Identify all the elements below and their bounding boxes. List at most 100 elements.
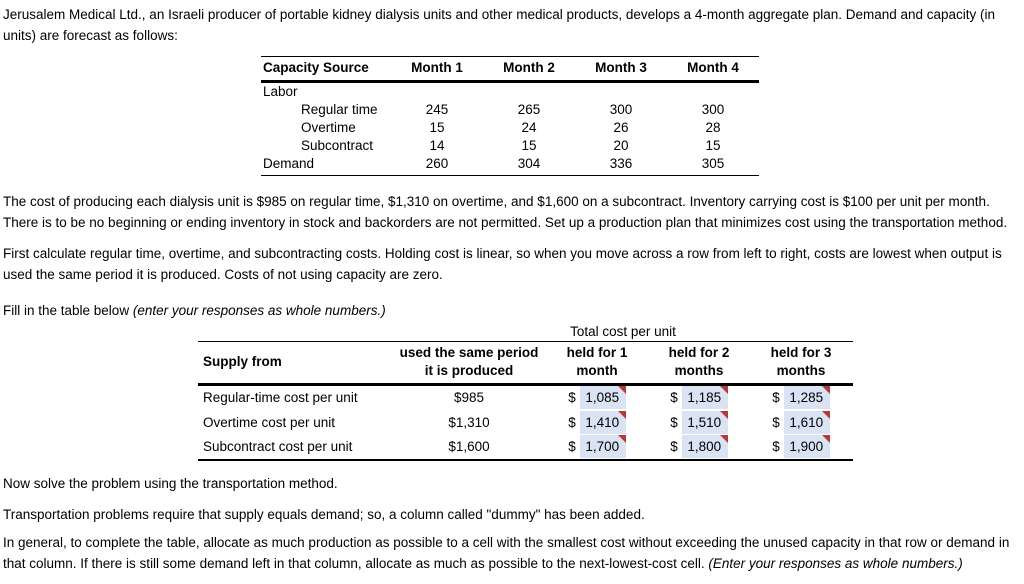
base-cost-value: $1,310	[448, 414, 490, 430]
cost-row-regular-time: Regular-time cost per unit $985 $1,085 $…	[198, 385, 853, 410]
row-label: Regular-time cost per unit	[203, 390, 358, 406]
cell-value: 26	[613, 120, 629, 135]
cell-value: 14	[429, 138, 445, 153]
correct-answer-flag-icon	[617, 410, 626, 419]
answer-value: 1,085	[585, 390, 620, 406]
fill-in-instruction: Fill in the table below (enter your resp…	[3, 300, 1018, 321]
answer-cell: $1,700	[545, 434, 649, 461]
column-header-supply-from: Supply from	[198, 341, 393, 386]
correct-answer-flag-icon	[617, 435, 626, 443]
cost-info-paragraph: The cost of producing each dialysis unit…	[3, 194, 1008, 230]
answer-value: 1,900	[789, 439, 824, 454]
in-general-paragraph: In general, to complete the table, alloc…	[3, 532, 1018, 574]
currency-symbol: $	[670, 390, 678, 406]
answer-input-subcontract-held2[interactable]: 1,800	[681, 435, 728, 458]
answer-input-regular-held1[interactable]: 1,085	[579, 386, 626, 410]
row-label: Subcontract cost per unit	[198, 434, 393, 461]
cell-value: 265	[517, 102, 541, 117]
capacity-demand-table: Capacity Source Month 1 Month 2 Month 3 …	[261, 56, 759, 176]
spanner-title: Total cost per unit	[393, 323, 853, 342]
answer-value: 1,185	[687, 390, 722, 406]
row-label: Demand	[261, 155, 391, 176]
intro-paragraph: Jerusalem Medical Ltd., an Israeli produ…	[3, 7, 996, 43]
column-header-capacity-source: Capacity Source	[261, 56, 391, 83]
currency-symbol: $	[670, 414, 678, 430]
answer-input-subcontract-held3[interactable]: 1,900	[783, 435, 830, 458]
correct-answer-flag-icon	[719, 410, 728, 419]
currency-symbol: $	[568, 390, 576, 406]
cell-value: 15	[521, 138, 537, 153]
table-row-subcontract: Subcontract 14 15 20 15	[261, 137, 759, 155]
column-header-month-2: Month 2	[483, 56, 575, 83]
cost-row-overtime: Overtime cost per unit $1,310 $1,410 $1,…	[198, 410, 853, 435]
dummy-column-paragraph: Transportation problems require that sup…	[3, 506, 645, 522]
capacity-header-row: Capacity Source Month 1 Month 2 Month 3 …	[261, 56, 759, 83]
answer-cell: $1,610	[749, 410, 853, 435]
row-label: Regular time	[301, 102, 378, 117]
answer-cell: $1,800	[649, 434, 749, 461]
cell-value: 305	[667, 155, 759, 176]
first-calculate-paragraph: First calculate regular time, overtime, …	[3, 246, 1002, 282]
answer-cell: $1,410	[545, 410, 649, 435]
row-label: Subcontract	[301, 138, 374, 153]
labor-group-label: Labor	[263, 84, 298, 99]
correct-answer-flag-icon	[821, 386, 830, 395]
answer-cell: $1,900	[749, 434, 853, 461]
answer-cell: $1,285	[749, 385, 853, 410]
labor-group-row: Labor	[261, 82, 759, 102]
cell-value: 15	[429, 120, 445, 135]
row-label: Overtime	[301, 120, 356, 135]
table-row-regular-time: Regular time 245 265 300 300	[261, 101, 759, 119]
answer-input-overtime-held3[interactable]: 1,610	[783, 410, 830, 434]
fill-in-note: (enter your responses as whole numbers.)	[132, 303, 386, 318]
answer-cell: $1,510	[649, 410, 749, 435]
column-header-month-4: Month 4	[667, 56, 759, 83]
now-solve-paragraph: Now solve the problem using the transpor…	[3, 475, 338, 491]
cell-value: 304	[483, 155, 575, 176]
answer-value: 1,510	[687, 414, 722, 430]
answer-value: 1,410	[585, 414, 620, 430]
column-header-month-1: Month 1	[391, 56, 483, 83]
answer-cell: $1,185	[649, 385, 749, 410]
column-header-month-3: Month 3	[575, 56, 667, 83]
base-cost-value: $1,600	[393, 434, 545, 461]
column-header-held-3: held for 3 months	[749, 341, 853, 386]
column-header-same-period: used the same period it is produced	[393, 341, 545, 386]
answer-cell: $1,085	[545, 385, 649, 410]
row-label: Overtime cost per unit	[203, 414, 336, 430]
answer-input-regular-held3[interactable]: 1,285	[783, 386, 830, 410]
cell-value: 300	[701, 102, 725, 117]
cell-value: 28	[705, 120, 721, 135]
currency-symbol: $	[772, 414, 780, 430]
spanner-empty-cell	[198, 323, 393, 342]
correct-answer-flag-icon	[821, 435, 830, 443]
cell-value: 300	[609, 102, 633, 117]
in-general-note: (Enter your responses as whole numbers.)	[708, 555, 963, 571]
cost-header-row: Supply from used the same period it is p…	[198, 341, 853, 386]
answer-value: 1,285	[789, 390, 824, 406]
in-general-text: In general, to complete the table, alloc…	[3, 534, 1010, 571]
answer-input-subcontract-held1[interactable]: 1,700	[579, 435, 626, 458]
correct-answer-flag-icon	[617, 386, 626, 395]
cell-value: 245	[425, 102, 449, 117]
demand-row: Demand 260 304 336 305	[261, 155, 759, 176]
answer-value: 1,800	[687, 439, 722, 454]
currency-symbol: $	[772, 439, 780, 454]
answer-input-overtime-held2[interactable]: 1,510	[681, 410, 728, 434]
total-cost-table: Total cost per unit Supply from used the…	[198, 323, 853, 461]
correct-answer-flag-icon	[719, 435, 728, 443]
cell-value: 260	[391, 155, 483, 176]
answer-value: 1,700	[585, 439, 620, 454]
column-header-held-2: held for 2 months	[649, 341, 749, 386]
cell-value: 20	[613, 138, 629, 153]
answer-input-overtime-held1[interactable]: 1,410	[579, 410, 626, 434]
cell-value: 24	[521, 120, 537, 135]
correct-answer-flag-icon	[821, 410, 830, 419]
currency-symbol: $	[670, 439, 678, 454]
answer-input-regular-held2[interactable]: 1,185	[681, 386, 728, 410]
cell-value: 336	[575, 155, 667, 176]
base-cost-value: $985	[453, 390, 485, 406]
fill-in-text: Fill in the table below	[3, 303, 133, 318]
table-row-overtime: Overtime 15 24 26 28	[261, 119, 759, 137]
spanner-row: Total cost per unit	[198, 323, 853, 342]
